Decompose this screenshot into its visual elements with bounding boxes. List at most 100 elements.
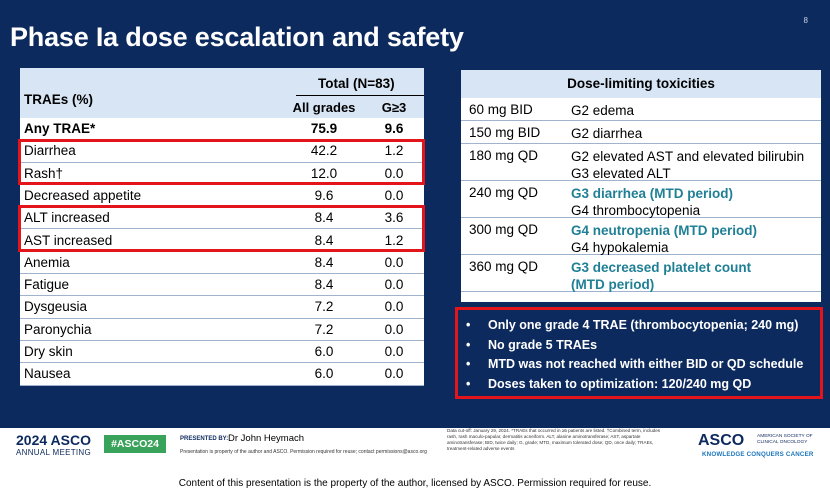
g3-value: 0.0 [384,165,404,181]
table-row: ALT increased 8.4 3.6 [20,207,424,230]
g3-value: 0.0 [384,321,404,337]
dlt-table-header: Dose-limiting toxicities [461,70,821,98]
all-grades-value: 8.4 [314,232,334,248]
toxicity-line: (MTD period) [571,277,655,292]
trae-name: Any TRAE* [24,121,96,136]
toxicity-line: G3 decreased platelet count [571,260,752,275]
all-grades-value: 12.0 [310,165,338,181]
toxicity-line: G3 elevated ALT [571,166,671,181]
table-row: Any TRAE* 75.9 9.6 [20,118,424,141]
all-grades-value: 9.6 [314,187,334,203]
bullet-dot-icon: • [466,318,471,332]
asco-society-name: AMERICAN SOCIETY OF CLINICAL ONCOLOGY [757,434,813,445]
copyright-notice: Content of this presentation is the prop… [178,478,652,489]
dose-level: 150 mg BID [469,125,541,140]
table-row: 150 mg BID G2 diarrhea [461,121,821,144]
dose-level: 240 mg QD [469,185,539,200]
bullet-item: • MTD was not reached with either BID or … [466,357,803,371]
all-grades-value: 6.0 [314,344,334,359]
table-row: 360 mg QD G3 decreased platelet count (MTD… [461,255,821,292]
all-grades-value: 7.2 [314,299,334,315]
trae-name: Dysgeusia [24,299,88,315]
table-row: Dry skin 6.0 0.0 [20,341,424,364]
diarrhea-rash-highlight-box [18,139,425,185]
toxicity-line: G4 hypokalemia [571,240,669,255]
page-number: 8 [803,16,808,25]
footer-band: 2024 ASCO ANNUAL MEETING #ASCO24 PRESENT… [0,428,830,464]
bullet-item: • Doses taken to optimization: 120/240 mg… [466,377,751,391]
trae-name: Anemia [24,254,70,270]
g3-value: 0.0 [384,254,404,270]
g3-value: 1.2 [384,143,404,159]
table-row: Nausea 6.0 0.0 [20,363,424,386]
bullet-dot-icon: • [466,337,471,352]
toxicity-cell: G2 diarrhea [571,125,642,142]
presenter-note: Presentation is property of the author a… [180,449,427,455]
toxicity-cell: G2 elevated AST and elevated bilirubin G3… [571,148,804,182]
table-row: Paronychia 7.2 0.0 [20,319,424,341]
trae-name: Fatigue [24,277,70,293]
g3-value: 0.0 [384,277,404,293]
total-group-header: Total (N=83) [318,76,395,91]
all-grades-value: 8.4 [314,277,334,293]
table-row: Dysgeusia 7.2 0.0 [20,296,424,319]
toxicity-line: G4 neutropenia (MTD period) [571,223,758,238]
table-row: Fatigue 8.4 0.0 [20,274,424,297]
bullet-dot-icon: • [466,357,471,371]
alt-ast-highlight-box [18,205,425,252]
asco-logo: ASCO [698,432,745,449]
bullet-text: Only one grade 4 TRAE (thrombocytopenia;… [488,318,799,332]
trae-name: Decreased appetite [24,187,142,203]
footnotes: Data cut-off: January 29, 2024. *TRAEs t… [447,428,661,451]
trae-name: ALT increased [24,210,110,226]
dose-level: 180 mg QD [469,148,539,163]
all-grades-value: 8.4 [314,210,334,226]
trae-name: Paronychia [24,321,92,337]
g3-value: 0.0 [384,187,404,203]
bullet-text: MTD was not reached with either BID or Q… [488,357,804,371]
all-grades-value: 42.2 [310,143,338,159]
table-row: Diarrhea 42.2 1.2 [20,140,424,163]
all-grades-value: 8.4 [314,254,334,270]
toxicity-line: G4 thrombocytopenia [571,203,701,218]
traes-table: TRAEs (%) Total (N=83) All grades G≥3 An… [20,68,424,386]
all-grades-header: All grades [292,100,356,115]
trae-name: Rash† [24,165,64,181]
all-grades-value: 7.2 [314,321,334,337]
key-findings-box: • Only one grade 4 TRAE (thrombocytopenia… [455,307,823,399]
trae-name: Diarrhea [24,143,76,159]
g3-value: 0.0 [384,344,404,359]
g3-value: 9.6 [384,121,404,136]
traes-table-header: TRAEs (%) Total (N=83) All grades G≥3 [20,68,424,118]
presenter-name: Dr John Heymach [228,433,305,444]
table-row: Decreased appetite 9.6 0.0 [20,185,424,208]
toxicity-cell: G3 diarrhea (MTD period) G4 thrombocytope… [571,185,733,219]
trae-name: AST increased [24,232,113,248]
g3-value: 1.2 [384,232,404,248]
meeting-logo: 2024 ASCO [16,432,91,448]
dlt-table: Dose-limiting toxicities 60 mg BID G2 ede… [461,70,821,302]
table-row: 240 mg QD G3 diarrhea (MTD period) G4 thro… [461,181,821,218]
hashtag-badge: #ASCO24 [104,435,166,453]
g3-value: 3.6 [384,210,404,226]
asco-tagline: KNOWLEDGE CONQUERS CANCER [702,451,814,458]
slide: 8 Phase Ia dose escalation and safety TR… [0,0,830,428]
g3-value: 0.0 [384,299,404,315]
slide-title: Phase Ia dose escalation and safety [10,22,464,52]
meeting-name: ANNUAL MEETING [16,448,92,457]
bullet-dot-icon: • [466,376,471,391]
g3-header: G≥3 [381,100,407,115]
toxicity-line: G3 diarrhea (MTD period) [571,186,734,201]
bullet-item: • Only one grade 4 TRAE (thrombocytopenia… [466,318,798,332]
traes-row-header: TRAEs (%) [24,92,94,107]
toxicity-cell: G4 neutropenia (MTD period) G4 hypokalemi… [571,222,757,256]
table-row: Anemia 8.4 0.0 [20,252,424,275]
presented-by-label: PRESENTED BY: [180,436,229,442]
dose-level: 360 mg QD [469,259,539,274]
dose-level: 60 mg BID [469,102,533,117]
toxicity-cell: G2 edema [571,102,634,119]
toxicity-line: G2 edema [571,103,635,118]
toxicity-line: G2 elevated AST and elevated bilirubin [571,149,805,164]
header-divider [296,95,424,96]
bullet-text: No grade 5 TRAEs [488,337,598,352]
